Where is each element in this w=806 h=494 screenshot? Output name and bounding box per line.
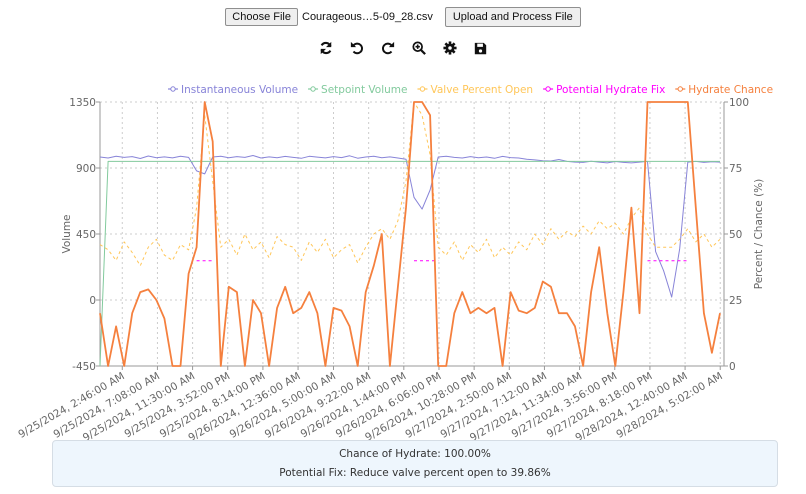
y-tick-label: 450	[76, 229, 96, 241]
redo-icon[interactable]	[380, 40, 396, 56]
upload-bar: Choose File Courageous…5-09_28.csv Uploa…	[0, 7, 806, 27]
file-name: Courageous…5-09_28.csv	[302, 11, 433, 23]
legend-label: Hydrate Chance	[688, 84, 773, 96]
hydrate-info-panel: Chance of Hydrate: 100.00% Potential Fix…	[52, 440, 778, 487]
undo-icon[interactable]	[349, 40, 365, 56]
y-tick-label: -450	[72, 361, 96, 373]
legend-item[interactable]: Setpoint Volume	[308, 84, 407, 96]
save-icon[interactable]	[473, 40, 489, 56]
legend-dot-icon	[170, 86, 176, 92]
legend-item[interactable]: Instantaneous Volume	[168, 84, 298, 96]
y2-tick-label: 50	[729, 229, 742, 241]
y-tick-label: 1350	[69, 97, 96, 109]
choose-file-button[interactable]: Choose File	[225, 8, 298, 26]
legend-item[interactable]: Hydrate Chance	[675, 84, 773, 96]
grid	[100, 101, 724, 367]
series	[99, 101, 721, 367]
y2-tick-label: 25	[729, 295, 742, 307]
y2-tick-label: 75	[729, 163, 742, 175]
series-line-hydrate-chance	[99, 101, 721, 367]
y2-tick-label: 0	[729, 361, 736, 373]
potential-fix-text: Potential Fix: Reduce valve percent open…	[279, 467, 551, 479]
legend-dot-icon	[545, 86, 551, 92]
legend-dot-icon	[419, 86, 426, 92]
legend-label: Potential Hydrate Fix	[556, 84, 665, 96]
upload-process-button[interactable]: Upload and Process File	[444, 7, 581, 27]
refresh-icon[interactable]	[318, 40, 334, 56]
legend-item[interactable]: Potential Hydrate Fix	[543, 84, 665, 96]
legend-item[interactable]: Valve Percent Open	[417, 84, 533, 96]
legend-label: Valve Percent Open	[430, 84, 533, 96]
file-input[interactable]: Choose File Courageous…5-09_28.csv	[225, 8, 433, 26]
legend-dot-icon	[310, 86, 316, 92]
y-tick-label: 0	[89, 295, 96, 307]
settings-icon[interactable]	[442, 40, 458, 56]
legend-dot-icon	[677, 86, 683, 92]
y2-tick-label: 100	[729, 97, 749, 109]
legend-label: Instantaneous Volume	[181, 84, 298, 96]
legend-label: Setpoint Volume	[321, 84, 407, 96]
chart-toolbar	[0, 40, 806, 56]
y2-axis-label: Percent / Chance (%)	[753, 179, 765, 290]
y-tick-label: 900	[76, 163, 96, 175]
hydrate-chance-text: Chance of Hydrate: 100.00%	[339, 448, 491, 460]
hydrate-chart: Instantaneous Volume Setpoint Volume Valve…	[16, 84, 773, 440]
zoom-in-icon[interactable]	[411, 40, 427, 56]
y-axis-label: Volume	[61, 214, 73, 253]
legend: Instantaneous Volume Setpoint Volume Valve…	[168, 84, 773, 96]
